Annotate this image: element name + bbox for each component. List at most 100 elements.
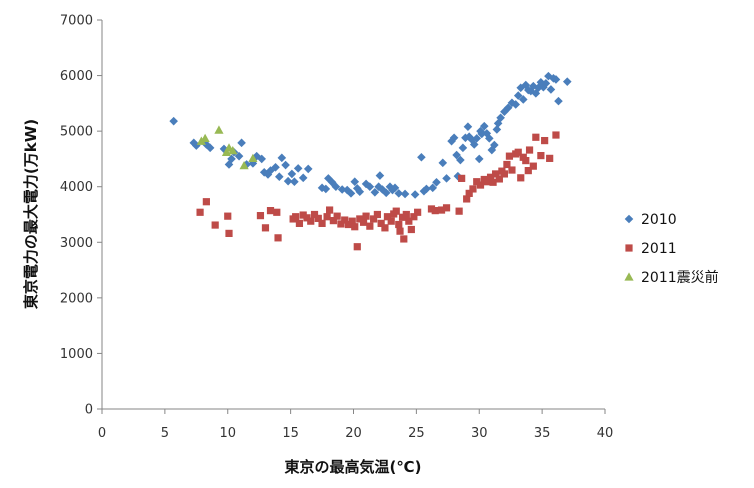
data-point xyxy=(374,182,383,192)
data-point xyxy=(503,103,513,113)
data-point xyxy=(239,160,249,170)
data-point xyxy=(293,164,303,173)
data-point xyxy=(529,162,537,170)
data-point xyxy=(348,217,356,225)
x-tick-label: 20 xyxy=(345,426,362,441)
data-point xyxy=(464,132,474,141)
data-point xyxy=(351,223,359,231)
legend: 2010 2011 2011震災前 xyxy=(624,212,719,286)
series-2-points xyxy=(196,125,258,170)
data-point xyxy=(353,243,361,251)
legend-item: 2011震災前 xyxy=(624,269,719,286)
data-point xyxy=(396,227,404,235)
x-tick-label: 40 xyxy=(597,426,614,441)
y-axis-ticks: 0 1000 2000 3000 4000 5000 6000 7000 xyxy=(60,14,102,418)
data-point xyxy=(337,220,345,228)
y-tick-label: 1000 xyxy=(60,347,93,362)
data-point xyxy=(469,185,477,193)
data-point xyxy=(261,224,270,232)
data-point xyxy=(541,136,549,145)
series-0-points xyxy=(169,71,572,199)
data-point xyxy=(503,160,511,169)
data-point xyxy=(442,204,451,212)
data-point xyxy=(375,171,385,180)
data-point xyxy=(449,133,459,143)
data-point xyxy=(333,212,341,220)
x-axis-title: 東京の最高気温(℃) xyxy=(285,458,422,476)
data-point xyxy=(410,190,420,199)
data-point xyxy=(303,164,313,174)
y-tick-label: 2000 xyxy=(60,291,93,306)
data-point xyxy=(356,215,364,223)
data-point xyxy=(432,177,441,187)
data-point xyxy=(492,125,502,134)
data-point xyxy=(327,177,337,187)
data-point xyxy=(474,154,484,164)
data-point xyxy=(546,154,554,162)
data-point xyxy=(211,221,219,229)
data-point xyxy=(522,156,530,165)
legend-label: 2011震災前 xyxy=(641,269,719,286)
data-point xyxy=(366,222,374,230)
data-point xyxy=(373,210,381,219)
data-point xyxy=(491,170,500,178)
data-point xyxy=(377,219,385,227)
data-point xyxy=(248,153,258,163)
data-point xyxy=(524,166,532,175)
data-point xyxy=(485,134,494,143)
data-point xyxy=(346,189,356,198)
data-point xyxy=(500,107,509,116)
data-point xyxy=(511,100,521,109)
data-point xyxy=(532,133,540,141)
data-point xyxy=(385,182,395,192)
data-point xyxy=(552,131,560,139)
data-point xyxy=(508,166,516,174)
data-point xyxy=(526,86,536,96)
data-point xyxy=(263,170,273,179)
data-point xyxy=(405,217,413,225)
data-point xyxy=(362,212,370,220)
data-point xyxy=(456,155,465,165)
data-point xyxy=(387,217,395,225)
legend-item: 2011 xyxy=(625,241,677,257)
x-tick-label: 10 xyxy=(219,426,236,441)
data-point xyxy=(467,135,477,144)
data-point xyxy=(307,217,315,225)
data-point xyxy=(442,174,451,183)
data-point xyxy=(458,143,468,153)
data-point xyxy=(283,176,293,186)
data-point xyxy=(321,184,331,194)
data-point xyxy=(299,211,307,219)
data-point xyxy=(541,79,551,88)
data-point xyxy=(410,213,418,221)
y-tick-label: 7000 xyxy=(60,14,93,29)
legend-marker xyxy=(624,214,634,224)
data-point xyxy=(359,218,368,226)
data-point xyxy=(537,151,545,160)
x-tick-label: 0 xyxy=(98,426,106,441)
data-point xyxy=(417,152,426,162)
data-point xyxy=(256,212,265,220)
data-point xyxy=(378,185,387,194)
data-point xyxy=(483,178,491,186)
data-point xyxy=(234,151,244,161)
data-point xyxy=(314,214,322,222)
legend-marker xyxy=(624,272,634,281)
data-point xyxy=(394,189,404,198)
series-1-points xyxy=(196,131,560,251)
data-point xyxy=(482,129,492,138)
data-point xyxy=(225,229,233,237)
data-point xyxy=(477,129,487,139)
data-point xyxy=(202,198,210,206)
data-point xyxy=(398,213,407,221)
data-point xyxy=(388,185,397,195)
data-point xyxy=(219,144,229,154)
y-tick-label: 4000 xyxy=(60,180,93,195)
data-point xyxy=(546,85,556,94)
x-tick-label: 5 xyxy=(161,426,169,441)
x-tick-label: 15 xyxy=(282,426,299,441)
data-point xyxy=(266,207,275,215)
data-point xyxy=(228,145,238,155)
plot-area xyxy=(169,71,572,251)
data-point xyxy=(200,133,210,143)
